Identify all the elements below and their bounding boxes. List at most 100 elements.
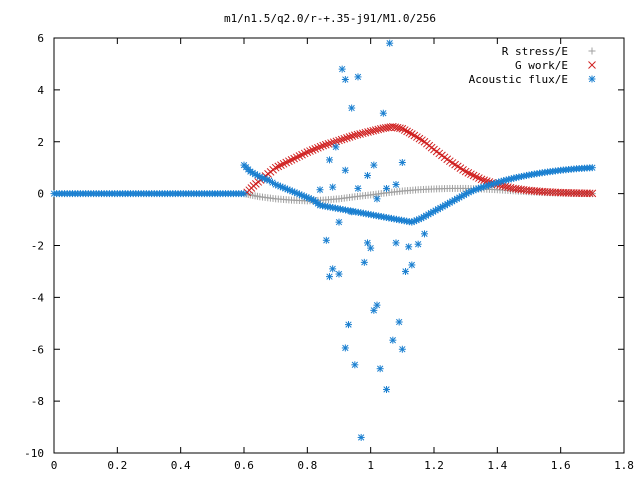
data-point [400, 126, 409, 134]
data-point [405, 128, 414, 137]
data-point [374, 125, 383, 134]
series-1 [243, 122, 597, 198]
data-point [370, 306, 378, 314]
data-point [277, 161, 285, 169]
x-tick-label: 0.6 [234, 459, 254, 472]
data-point [303, 148, 312, 156]
data-point [366, 127, 375, 136]
data-point [464, 169, 473, 177]
data-point [340, 134, 349, 143]
data-point [398, 159, 406, 166]
series-2 [50, 39, 596, 441]
plot-frame [53, 37, 625, 454]
data-point [329, 183, 337, 191]
data-point [408, 261, 416, 269]
data-point [392, 239, 400, 247]
data-point [240, 190, 248, 198]
data-point [369, 126, 378, 135]
data-point [403, 127, 411, 136]
data-point [371, 126, 380, 134]
data-point [279, 159, 288, 168]
data-point [343, 134, 351, 142]
data-point [316, 142, 325, 151]
data-point [415, 215, 423, 223]
data-point [348, 208, 356, 216]
legend-marker [588, 61, 596, 69]
data-point [348, 132, 357, 140]
data-point [389, 336, 397, 344]
data-point [402, 267, 409, 275]
data-point [341, 76, 349, 83]
data-point [306, 147, 314, 155]
data-point [421, 230, 428, 238]
data-point [348, 104, 356, 112]
axis-tick-labels: 0 0.2 0.4 0.6 0.8 1 1.2 1.4 1.6 1.8 -10 -8 -6 -4 -2 0 2 4… [24, 32, 634, 472]
data-point [432, 206, 440, 214]
legend-marker [588, 75, 596, 83]
data-point [341, 344, 349, 352]
y-tick-label: 4 [37, 84, 44, 97]
data-point [477, 175, 486, 184]
data-point [373, 301, 381, 309]
x-tick-label: 1.8 [614, 459, 634, 472]
data-point [354, 73, 362, 81]
data-point [414, 240, 422, 248]
x-tick-label: 0.8 [297, 459, 317, 472]
legend-label: G work/E [515, 59, 568, 72]
data-point [379, 109, 387, 117]
y-tick-label: -4 [31, 291, 45, 304]
data-point [588, 189, 597, 198]
data-point [316, 186, 324, 194]
data-point [295, 152, 304, 160]
data-point [373, 195, 381, 203]
data-point [392, 181, 400, 189]
data-point [388, 122, 397, 131]
data-point [319, 141, 328, 150]
data-point [395, 318, 403, 326]
data-point [461, 167, 470, 176]
data-point [367, 244, 375, 252]
data-point [351, 361, 359, 369]
data-point [321, 140, 330, 149]
y-tick-label: -2 [31, 240, 44, 253]
data-point [383, 184, 390, 192]
data-point [472, 172, 481, 181]
x-tick-label: 0.4 [171, 459, 191, 472]
data-point [324, 140, 333, 148]
data-point [282, 158, 291, 167]
x-tick-label: 1.4 [487, 459, 507, 472]
data-point [360, 258, 368, 266]
data-point [329, 265, 337, 273]
y-tick-label: -6 [31, 343, 44, 356]
data-point [332, 143, 340, 151]
data-point [474, 184, 482, 192]
data-point [332, 137, 341, 146]
y-tick-label: 2 [37, 136, 44, 149]
data-point [335, 136, 343, 145]
data-point [274, 162, 283, 171]
y-tick-label: -10 [24, 447, 44, 460]
data-point [398, 345, 406, 353]
data-point [393, 123, 402, 132]
data-point [300, 149, 309, 158]
data-point [480, 176, 488, 185]
data-point [391, 123, 400, 132]
data-point [285, 157, 293, 166]
data-point [364, 239, 371, 247]
data-point [467, 170, 475, 179]
x-tick-label: 1.6 [551, 459, 571, 472]
data-point [376, 125, 385, 133]
x-tick-label: 1.2 [424, 459, 444, 472]
data-point [271, 163, 280, 172]
data-point [396, 124, 404, 133]
legend-label: Acoustic flux/E [469, 73, 568, 86]
y-tick-label: 6 [37, 32, 44, 45]
data-point [292, 153, 301, 162]
data-point [405, 243, 413, 251]
x-tick-label: 0.2 [107, 459, 127, 472]
data-point [322, 236, 330, 244]
data-point [588, 164, 596, 172]
y-tick-label: 0 [37, 188, 44, 201]
